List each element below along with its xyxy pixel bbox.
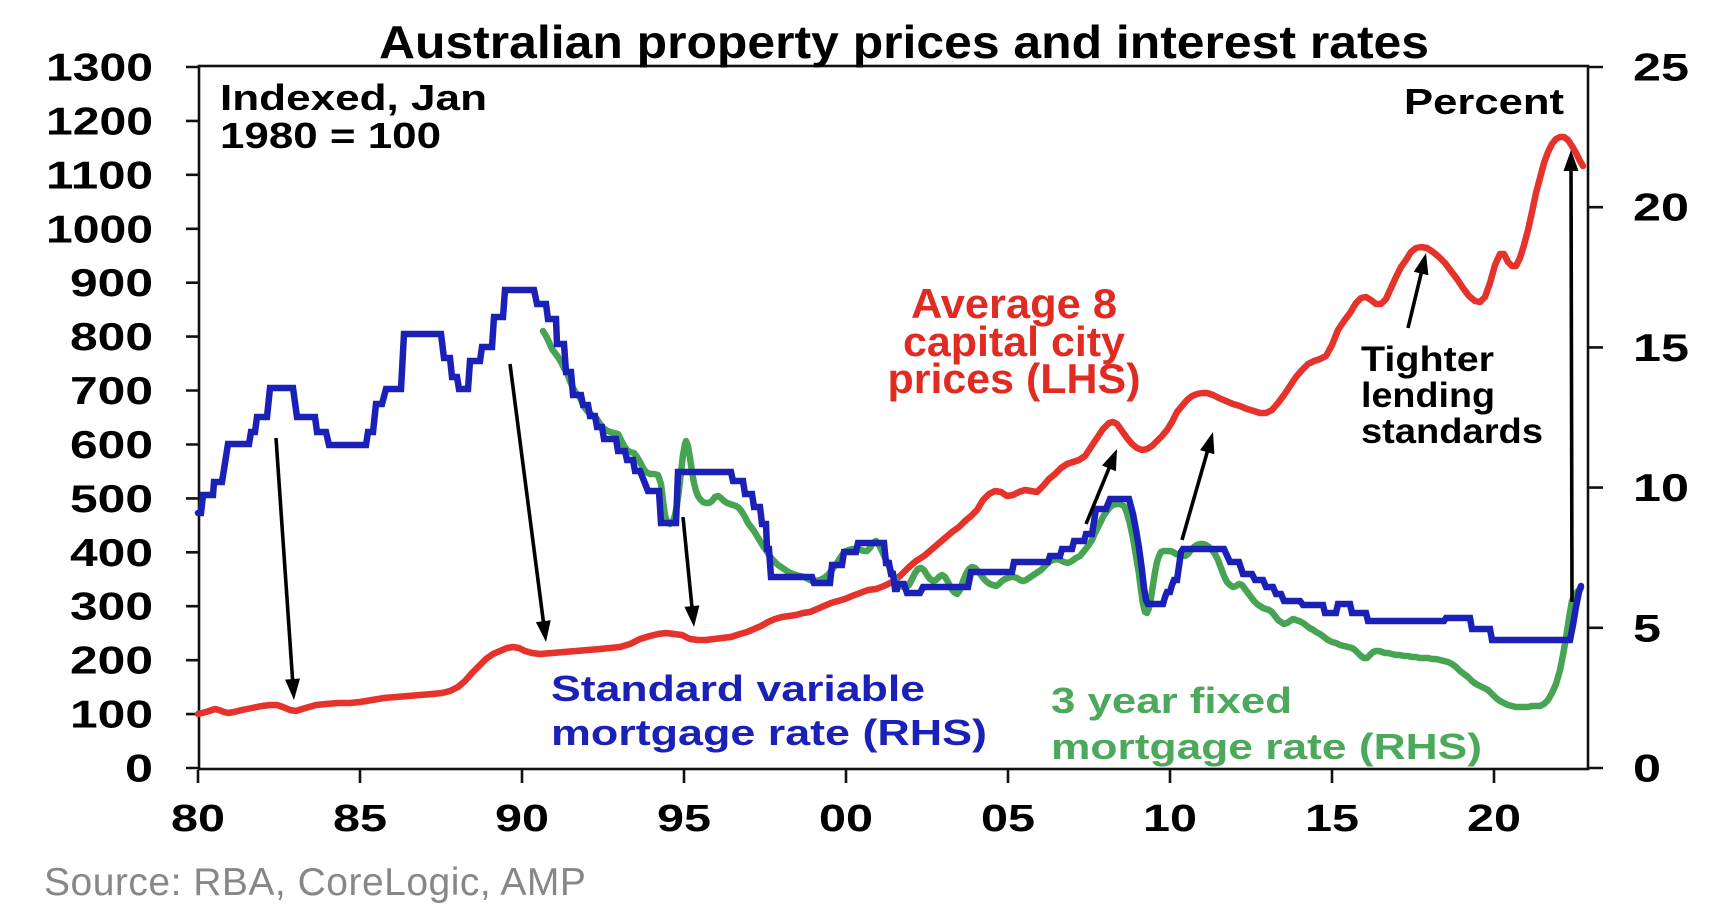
svg-text:Average 8: Average 8 <box>911 280 1117 327</box>
svg-text:Percent: Percent <box>1404 81 1564 122</box>
svg-text:1980 = 100: 1980 = 100 <box>220 115 441 156</box>
svg-text:00: 00 <box>819 798 873 840</box>
svg-text:500: 500 <box>70 478 153 521</box>
svg-text:prices (LHS): prices (LHS) <box>888 355 1141 402</box>
svg-text:15: 15 <box>1633 327 1689 370</box>
svg-text:1300: 1300 <box>46 47 153 90</box>
svg-text:400: 400 <box>70 532 153 575</box>
svg-text:Australian property prices and: Australian property prices and interest … <box>379 16 1429 68</box>
svg-text:Indexed, Jan: Indexed, Jan <box>220 77 487 118</box>
svg-text:200: 200 <box>70 640 153 683</box>
svg-text:standards: standards <box>1361 412 1543 451</box>
svg-text:5: 5 <box>1633 607 1661 650</box>
svg-text:700: 700 <box>70 370 153 413</box>
svg-text:85: 85 <box>333 798 387 840</box>
svg-text:80: 80 <box>171 798 225 840</box>
svg-text:Standard variable: Standard variable <box>551 668 925 709</box>
svg-text:20: 20 <box>1633 187 1689 230</box>
svg-text:lending: lending <box>1361 376 1495 415</box>
svg-text:Source: RBA, CoreLogic, AMP: Source: RBA, CoreLogic, AMP <box>44 861 586 904</box>
svg-text:mortgage rate (RHS): mortgage rate (RHS) <box>1051 726 1482 767</box>
svg-text:0: 0 <box>1633 748 1661 791</box>
svg-text:95: 95 <box>657 798 711 840</box>
svg-text:capital city: capital city <box>903 318 1126 365</box>
svg-text:900: 900 <box>70 262 153 305</box>
svg-text:100: 100 <box>70 694 153 737</box>
svg-text:20: 20 <box>1467 798 1521 840</box>
svg-text:10: 10 <box>1143 798 1197 840</box>
svg-text:1000: 1000 <box>46 208 153 251</box>
svg-text:10: 10 <box>1633 467 1689 510</box>
svg-text:Tighter: Tighter <box>1361 340 1494 379</box>
svg-text:800: 800 <box>70 316 153 359</box>
svg-text:1100: 1100 <box>46 154 153 197</box>
svg-text:25: 25 <box>1633 47 1689 90</box>
svg-text:05: 05 <box>981 798 1035 840</box>
svg-text:1200: 1200 <box>46 100 153 143</box>
svg-text:3 year fixed: 3 year fixed <box>1051 680 1292 721</box>
svg-text:15: 15 <box>1305 798 1359 840</box>
svg-text:90: 90 <box>495 798 549 840</box>
svg-text:0: 0 <box>125 748 153 791</box>
svg-text:300: 300 <box>70 586 153 629</box>
svg-text:mortgage rate (RHS): mortgage rate (RHS) <box>551 712 987 753</box>
svg-text:600: 600 <box>70 424 153 467</box>
